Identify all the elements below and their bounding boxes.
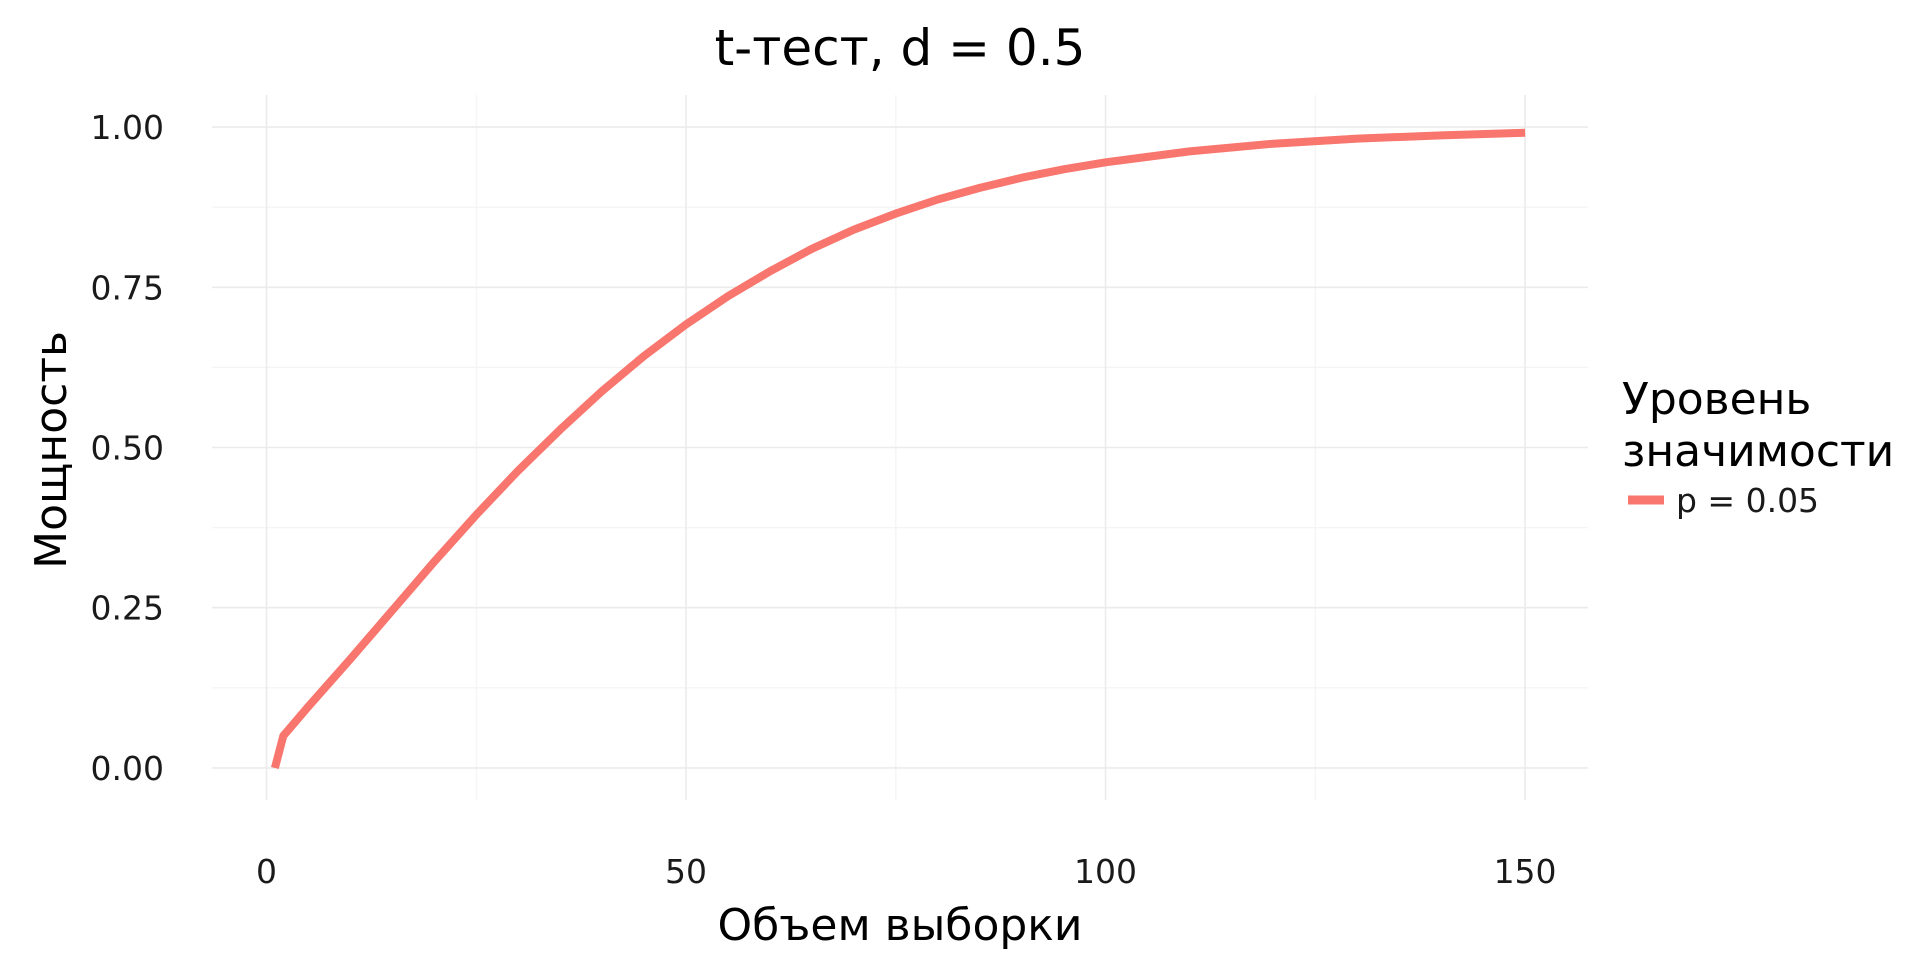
legend-title-line-1: Уровень [1622, 374, 1811, 425]
legend: Уровень значимости p = 0.05 [1622, 374, 1894, 520]
y-tick-label: 0.25 [91, 589, 164, 628]
x-tick-label: 150 [1494, 852, 1557, 891]
y-axis-title: Мощность [26, 331, 77, 569]
grid-lines [212, 95, 1588, 800]
y-tick-label: 0.00 [91, 749, 164, 788]
legend-title-line-2: значимости [1622, 426, 1894, 477]
legend-entry-label: p = 0.05 [1676, 481, 1819, 520]
x-tick-label: 100 [1074, 852, 1137, 891]
y-tick-label: 0.50 [91, 429, 164, 468]
series-line [271, 128, 1526, 770]
x-tick-label: 0 [256, 852, 277, 891]
x-axis-title: Объем выборки [718, 900, 1083, 951]
y-tick-label: 1.00 [91, 108, 164, 147]
tick-labels: 0 50 100 150 0.00 0.25 0.50 0.75 1.00 [91, 108, 1557, 891]
x-tick-label: 50 [665, 852, 707, 891]
chart-title: t-тест, d = 0.5 [715, 19, 1086, 77]
series-layer [271, 128, 1526, 770]
y-tick-label: 0.75 [91, 268, 164, 307]
